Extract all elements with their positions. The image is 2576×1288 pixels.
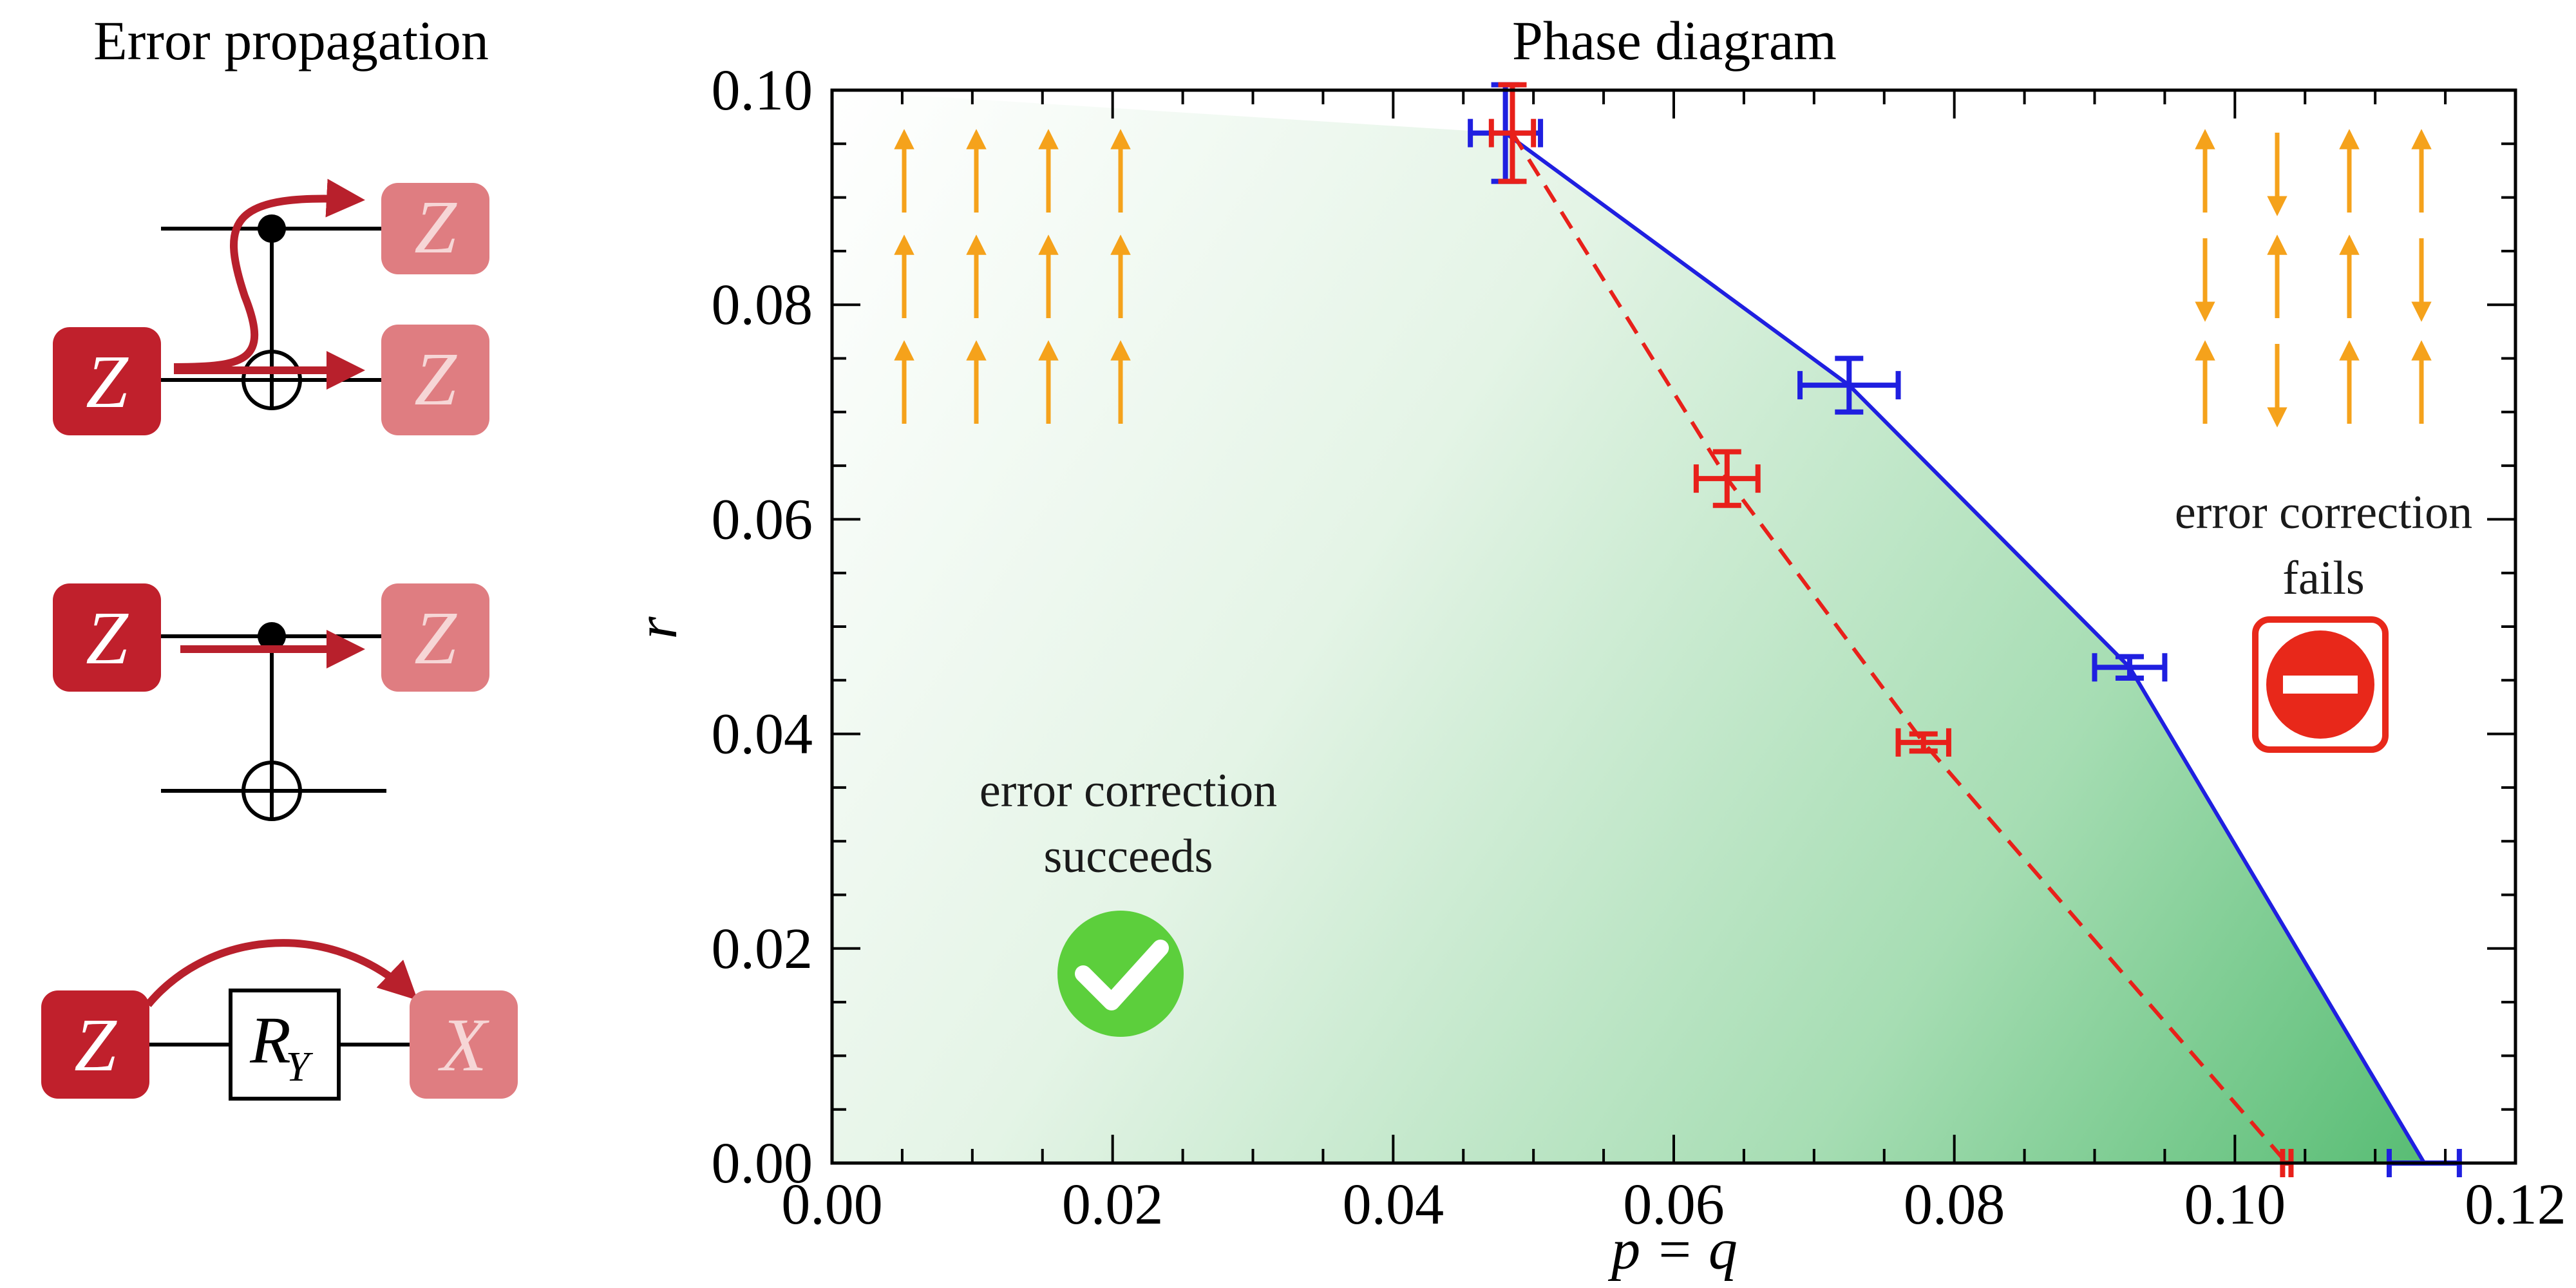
x-tick-label: 0.04 xyxy=(1343,1173,1444,1236)
x-tick-label: 0.08 xyxy=(1904,1173,2005,1236)
tick-labels: 0.00 0.02 0.04 0.06 0.08 0.10 0.12 0.00 0.02 0.04… xyxy=(712,59,2566,1236)
data-point xyxy=(1895,728,1951,757)
circuit-1: Z Z Z xyxy=(53,178,489,435)
gate-label: Z xyxy=(74,1003,117,1087)
phase-diagram: Phase diagram 0.00 0.02 0.04 0.06 0.08 0.10 0.… xyxy=(625,10,2566,1282)
propagation-arrow xyxy=(145,939,418,1007)
y-tick-label: 0.00 xyxy=(712,1132,813,1195)
data-point xyxy=(2092,653,2168,682)
y-tick-label: 0.08 xyxy=(712,273,813,337)
x-tick-label: 0.06 xyxy=(1623,1173,1725,1236)
ry-gate-subscript: Y xyxy=(286,1043,314,1090)
fail-annotation-line2: fails xyxy=(2282,552,2364,605)
y-axis-label: r xyxy=(625,616,689,639)
success-annotation-line1: error correction xyxy=(980,764,1277,817)
gate-label: Z xyxy=(414,596,457,680)
gate-z-output xyxy=(381,183,489,274)
gate-label: Z xyxy=(86,596,129,680)
x-tick-label: 0.02 xyxy=(1062,1173,1164,1236)
gate-label: Z xyxy=(86,339,129,424)
success-annotation-line2: succeeds xyxy=(1044,830,1213,883)
left-panel-title: Error propagation xyxy=(93,10,489,71)
control-dot xyxy=(258,622,286,650)
gate-z-input xyxy=(53,327,161,435)
gate-label: Z xyxy=(414,337,457,421)
propagation-arrow xyxy=(173,178,365,371)
gate-label: Z xyxy=(414,185,457,269)
x-axis-label: p = q xyxy=(1607,1218,1738,1282)
y-tick-label: 0.02 xyxy=(712,917,813,981)
gate-x-output xyxy=(410,990,518,1099)
data-point xyxy=(1693,449,1761,508)
gate-label: X xyxy=(438,1003,489,1087)
gate-z-input xyxy=(41,990,149,1099)
series-line-solid xyxy=(1504,131,2426,1164)
data-point xyxy=(1797,355,1901,415)
gate-z-input xyxy=(53,583,161,692)
left-panel: Error propagation Z Z Z xyxy=(41,10,518,1101)
gate-z-output xyxy=(381,325,489,435)
circuit-2: Z Z xyxy=(53,583,489,821)
success-region xyxy=(832,90,2425,1163)
check-circle-icon xyxy=(1057,911,1184,1037)
circuit-3: R Y Z X xyxy=(41,939,518,1101)
series-line-dashed xyxy=(1510,132,2289,1164)
gate-z-output xyxy=(381,583,489,692)
series-layer xyxy=(1468,82,2462,1177)
spin-grid-left xyxy=(894,129,1131,424)
ry-gate-label: R xyxy=(249,1003,291,1077)
control-dot xyxy=(258,214,286,243)
chart-title: Phase diagram xyxy=(1512,10,1837,71)
fail-annotation-line1: error correction xyxy=(2175,486,2472,539)
x-tick-label: 0.00 xyxy=(781,1173,883,1236)
y-tick-label: 0.04 xyxy=(712,703,813,766)
no-entry-icon xyxy=(2252,616,2389,753)
x-tick-label: 0.12 xyxy=(2465,1173,2566,1236)
data-point xyxy=(1488,82,1537,184)
ry-gate xyxy=(229,989,341,1101)
axis-ticks xyxy=(831,89,2517,1164)
x-tick-label: 0.10 xyxy=(2184,1173,2286,1236)
spin-grid-right xyxy=(2195,129,2432,428)
y-tick-label: 0.10 xyxy=(712,59,813,122)
y-tick-label: 0.06 xyxy=(712,488,813,551)
